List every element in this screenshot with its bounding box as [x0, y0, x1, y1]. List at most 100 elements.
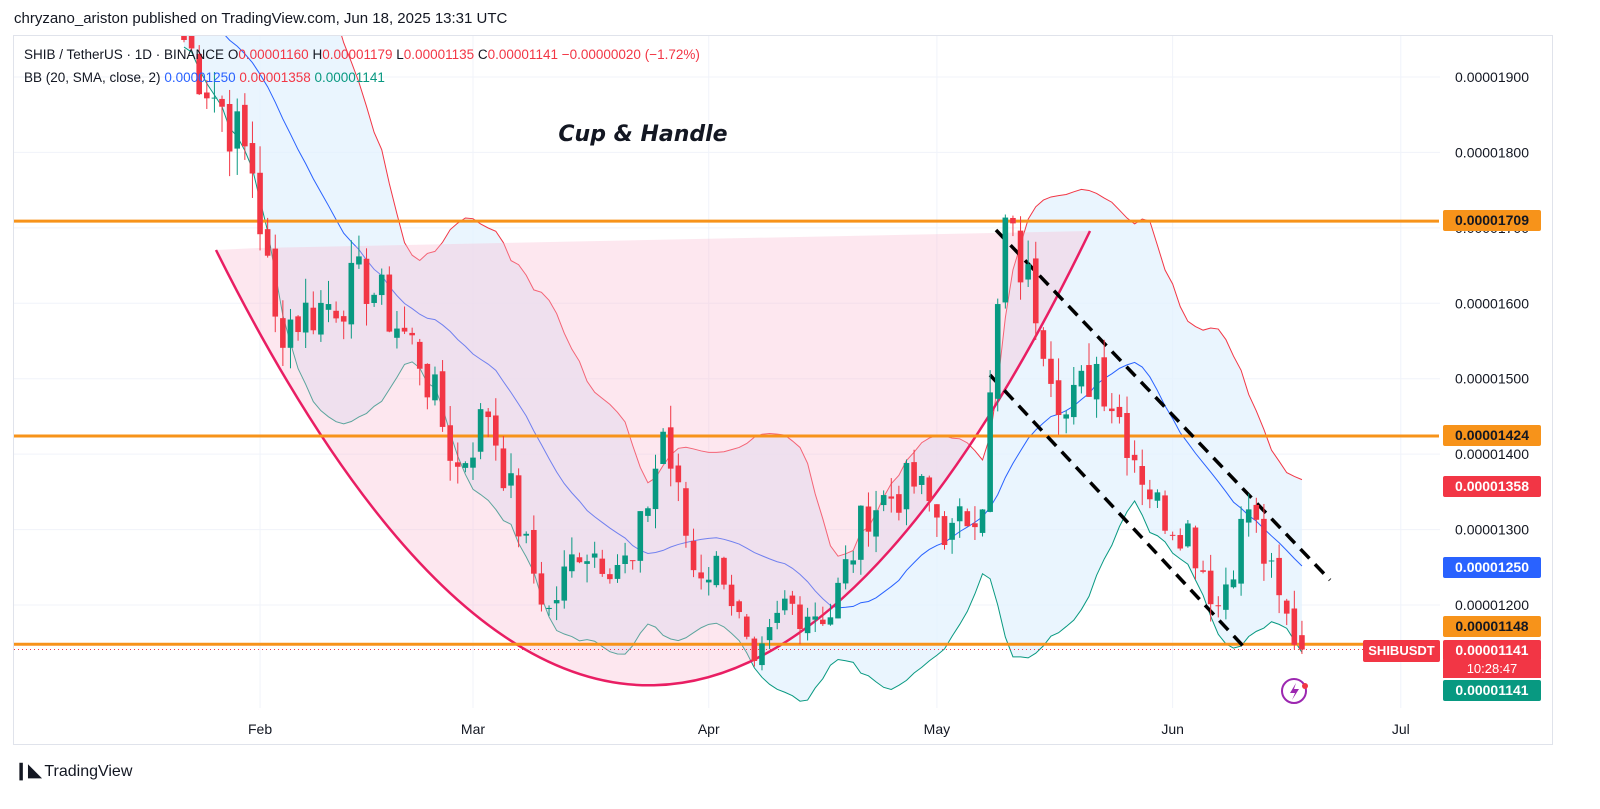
candle: [972, 506, 978, 540]
candle-body: [424, 363, 431, 398]
candle-body: [1101, 357, 1108, 407]
candle: [607, 568, 613, 584]
candle-body: [561, 566, 568, 601]
candle: [363, 248, 370, 326]
candle-body: [280, 318, 286, 348]
candle-body: [394, 328, 400, 338]
candle-body: [607, 574, 613, 580]
price-tag-bb-lower: 0.00001141: [1443, 680, 1541, 701]
candle-body: [1253, 504, 1260, 520]
candle: [1200, 560, 1206, 574]
candle: [378, 268, 385, 305]
candle: [812, 602, 819, 633]
candle: [827, 603, 834, 626]
legend-change: −0.00000020 (−1.72%): [561, 47, 700, 62]
flash-icon[interactable]: [1281, 678, 1308, 704]
candle: [622, 542, 628, 574]
candle-body: [576, 557, 583, 563]
candle-body: [515, 475, 522, 537]
candle-body: [614, 564, 621, 579]
y-tick-label: 0.00001800: [1455, 144, 1529, 160]
candle-body: [759, 643, 765, 666]
candle: [850, 550, 857, 573]
candle-body: [797, 604, 803, 629]
candle: [858, 505, 864, 575]
price-tag-level-mid: 0.00001424: [1443, 425, 1541, 446]
y-tick-label: 0.00001400: [1455, 446, 1529, 462]
candle: [1192, 525, 1199, 580]
candle: [1177, 528, 1184, 551]
candle-body: [477, 409, 484, 452]
candle-body: [1078, 370, 1085, 387]
candle: [766, 618, 773, 650]
candle-body: [454, 462, 461, 467]
candle-body: [1185, 523, 1191, 547]
candle-body: [766, 627, 773, 641]
candle-body: [439, 371, 446, 427]
candles: [181, 36, 1305, 671]
candle-body: [371, 294, 377, 303]
candle-body: [1276, 557, 1282, 596]
candle: [1139, 449, 1146, 506]
candle: [576, 552, 583, 564]
candle: [1010, 215, 1016, 237]
candle: [1002, 214, 1009, 309]
candle-body: [1192, 527, 1199, 569]
candle-body: [485, 411, 491, 418]
candle: [896, 485, 902, 521]
candle: [1025, 240, 1031, 288]
candle-body: [743, 616, 750, 637]
candle-body: [249, 143, 256, 174]
candle: [1261, 503, 1267, 581]
candle: [386, 266, 393, 333]
candle-body: [363, 258, 370, 304]
candle-body: [896, 494, 902, 513]
candle: [1291, 590, 1298, 650]
candle: [1040, 327, 1047, 367]
candle: [880, 490, 887, 512]
candle-body: [508, 473, 514, 486]
candle-body: [257, 172, 263, 235]
candle: [1207, 554, 1214, 622]
candle: [280, 300, 286, 367]
candle-body: [751, 638, 758, 661]
bb-lower-line: [183, 46, 1303, 702]
candle: [226, 89, 233, 177]
legend-bb: BB (20, SMA, close, 2) 0.00001250 0.0000…: [24, 70, 385, 85]
candle-body: [569, 554, 575, 572]
candle: [1032, 241, 1039, 341]
candle-body: [1291, 608, 1298, 645]
candle-body: [1025, 264, 1031, 280]
candle: [987, 370, 993, 513]
candle: [1299, 620, 1305, 655]
candle: [356, 235, 362, 269]
candle: [1131, 440, 1138, 473]
candle: [705, 567, 712, 596]
candle-body: [1238, 518, 1244, 584]
candle-body: [972, 523, 978, 528]
candle: [842, 545, 849, 590]
candle-body: [462, 463, 469, 468]
candle-body: [705, 579, 712, 583]
x-tick-label: Jun: [1161, 721, 1184, 737]
candle: [690, 528, 697, 578]
tradingview-logo[interactable]: ❙◣ TradingView: [14, 761, 133, 780]
candle-body: [713, 555, 720, 586]
candle: [249, 121, 256, 198]
candle-body: [934, 504, 940, 518]
candle: [835, 577, 841, 619]
candle: [599, 549, 606, 577]
candle-body: [333, 310, 339, 319]
candle: [287, 308, 294, 369]
candle: [629, 560, 636, 570]
candle-body: [728, 584, 735, 607]
candle-body: [188, 36, 195, 49]
candle-body: [652, 468, 659, 510]
candle-body: [675, 465, 682, 483]
candle-body: [356, 256, 362, 265]
candle: [454, 442, 461, 484]
candle-body: [591, 553, 598, 558]
candle-body: [820, 619, 826, 625]
candle: [964, 508, 971, 527]
